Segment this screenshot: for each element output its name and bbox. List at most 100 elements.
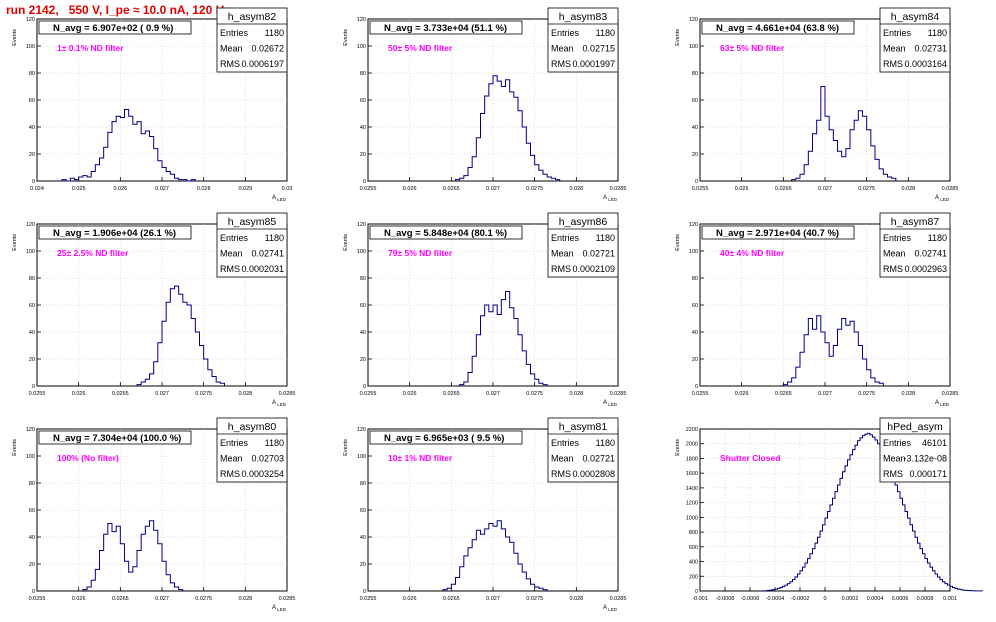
stats-value: 0.0002963 bbox=[904, 264, 947, 274]
stats-box bbox=[547, 417, 619, 483]
x-axis-label: A LED bbox=[935, 195, 950, 202]
stats-box bbox=[216, 7, 288, 73]
x-tick-label: 0.0255 bbox=[360, 391, 377, 397]
x-tick-label: 0.026 bbox=[735, 186, 749, 192]
stats-value: 0.02741 bbox=[914, 249, 947, 259]
filter-annotation: 79± 5% ND filter bbox=[388, 248, 453, 258]
x-tick-label: 0.0265 bbox=[112, 596, 129, 602]
stats-title: h_asym86 bbox=[559, 216, 608, 228]
stats-value: -3.132e-08 bbox=[903, 454, 947, 464]
y-tick-label: 40 bbox=[360, 330, 366, 336]
x-tick-label: 0.026 bbox=[72, 391, 86, 397]
y-axis-label: Events bbox=[675, 29, 681, 46]
x-tick-label: 0.027 bbox=[155, 391, 169, 397]
navg-label: N_avg = 5.848e+04 (80.1 %) bbox=[384, 228, 507, 239]
y-tick-label: 60 bbox=[692, 303, 698, 309]
y-axis-label: Events bbox=[343, 439, 349, 456]
y-tick-label: 20 bbox=[29, 152, 35, 158]
stats-value: 0.0002031 bbox=[241, 264, 284, 274]
x-tick-label: 0.0255 bbox=[692, 391, 709, 397]
y-tick-label: 40 bbox=[29, 330, 35, 336]
stats-value: 1180 bbox=[596, 28, 615, 38]
stats-title: h_asym82 bbox=[228, 11, 277, 23]
x-tick-label: -0.001 bbox=[692, 596, 708, 602]
y-axis-label: Events bbox=[12, 234, 18, 251]
x-tick-label: 0.026 bbox=[403, 186, 417, 192]
x-tick-label: 0.026 bbox=[113, 186, 127, 192]
y-tick-label: 600 bbox=[689, 545, 698, 551]
histogram-series bbox=[136, 285, 225, 386]
x-tick-label: 0.027 bbox=[155, 186, 169, 192]
y-tick-label: 100 bbox=[357, 44, 366, 50]
x-tick-label: 0.0008 bbox=[917, 596, 934, 602]
stats-key: Entries bbox=[220, 28, 249, 38]
x-tick-label: 0.028 bbox=[238, 596, 252, 602]
y-tick-label: 120 bbox=[26, 222, 35, 228]
x-tick-label: 0.0255 bbox=[360, 186, 377, 192]
y-tick-label: 0 bbox=[695, 179, 698, 185]
navg-label: N_avg = 2.971e+04 (40.7 %) bbox=[716, 228, 839, 239]
x-tick-label: 0.028 bbox=[197, 186, 211, 192]
y-axis-label: Events bbox=[675, 439, 681, 456]
x-tick-label: -0.0002 bbox=[791, 596, 810, 602]
stats-value: 1180 bbox=[596, 233, 615, 243]
stats-value: 1180 bbox=[265, 438, 284, 448]
stats-value: 46101 bbox=[922, 438, 947, 448]
y-tick-label: 40 bbox=[360, 535, 366, 541]
stats-box bbox=[879, 212, 951, 278]
navg-box bbox=[369, 225, 523, 240]
stats-value: 1180 bbox=[928, 233, 947, 243]
x-tick-label: 0.026 bbox=[403, 596, 417, 602]
stats-box bbox=[879, 7, 951, 73]
y-tick-label: 1600 bbox=[686, 471, 698, 477]
stats-title: h_asym84 bbox=[891, 11, 940, 23]
y-tick-label: 40 bbox=[692, 125, 698, 131]
y-tick-label: 1800 bbox=[686, 456, 698, 462]
x-tick-label: 0.0285 bbox=[610, 391, 627, 397]
y-tick-label: 800 bbox=[689, 530, 698, 536]
x-tick-label: 0.0275 bbox=[526, 186, 543, 192]
x-tick-label: 0.0265 bbox=[775, 391, 792, 397]
stats-value: 1180 bbox=[596, 438, 615, 448]
y-tick-label: 120 bbox=[357, 222, 366, 228]
x-tick-label: 0.0255 bbox=[360, 596, 377, 602]
histogram-panel-h_asym80: 0.0255 0.026 0.0265 0.027 0.0275 0.028 0.0285 0… bbox=[12, 417, 295, 612]
y-tick-label: 60 bbox=[360, 303, 366, 309]
x-tick-label: 0.027 bbox=[818, 186, 832, 192]
y-tick-label: 80 bbox=[29, 276, 35, 282]
stats-key: Mean bbox=[220, 454, 243, 464]
x-tick-label: 0.024 bbox=[30, 186, 44, 192]
y-tick-label: 0 bbox=[32, 384, 35, 390]
filter-annotation: 100% (No filter) bbox=[57, 453, 119, 463]
y-tick-label: 120 bbox=[26, 427, 35, 433]
stats-title: h_asym80 bbox=[228, 421, 277, 433]
navg-label: N_avg = 4.661e+04 (63.8 %) bbox=[716, 23, 839, 34]
y-tick-label: 0 bbox=[32, 589, 35, 595]
stats-value: 0.0006197 bbox=[241, 59, 284, 69]
x-tick-label: 0.0004 bbox=[867, 596, 884, 602]
x-tick-label: 0.0002 bbox=[842, 596, 859, 602]
navg-label: N_avg = 3.733e+04 (51.1 %) bbox=[384, 23, 507, 34]
filter-annotation: 50± 5% ND filter bbox=[388, 43, 453, 53]
stats-key: RMS bbox=[220, 469, 240, 479]
histogram-panel-h_asym85: 0.0255 0.026 0.0265 0.027 0.0275 0.028 0.0285 0… bbox=[12, 212, 295, 407]
x-tick-label: -0.0006 bbox=[741, 596, 760, 602]
stats-title: h_asym87 bbox=[891, 216, 940, 228]
histogram-series bbox=[455, 75, 561, 181]
y-tick-label: 80 bbox=[29, 481, 35, 487]
x-tick-label: 0.027 bbox=[818, 391, 832, 397]
x-axis-label: A LED bbox=[272, 195, 287, 202]
x-tick-label: 0.0285 bbox=[610, 596, 627, 602]
stats-value: 0.02703 bbox=[251, 454, 284, 464]
y-tick-label: 60 bbox=[29, 508, 35, 514]
filter-annotation: 1± 0.1% ND filter bbox=[57, 43, 124, 53]
x-tick-label: 0.027 bbox=[486, 186, 500, 192]
stats-box bbox=[216, 417, 288, 483]
y-tick-label: 120 bbox=[357, 17, 366, 23]
y-tick-label: 40 bbox=[692, 330, 698, 336]
x-tick-label: 0.025 bbox=[72, 186, 86, 192]
x-axis-label: A LED bbox=[272, 400, 287, 407]
x-tick-label: -0.0008 bbox=[716, 596, 735, 602]
y-axis-label: Events bbox=[343, 234, 349, 251]
